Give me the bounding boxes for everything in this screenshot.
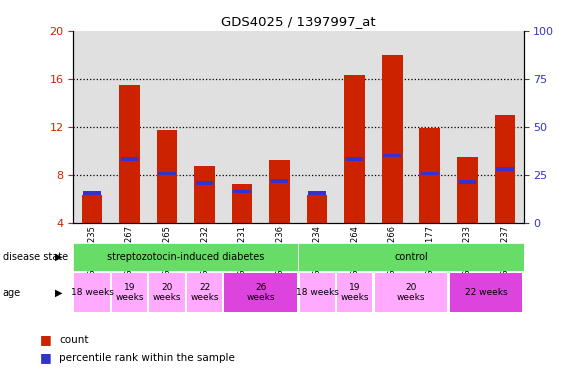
Bar [158,172,176,175]
Bar [112,273,147,312]
Text: ■: ■ [39,351,51,364]
Text: percentile rank within the sample: percentile rank within the sample [59,353,235,363]
Text: control: control [394,252,428,262]
Bar [374,273,448,312]
Text: 26
weeks: 26 weeks [247,283,275,303]
Bar [457,157,477,223]
Bar [194,166,215,223]
Bar [300,273,335,312]
Bar [419,128,440,223]
Text: count: count [59,335,88,345]
Text: 19
weeks: 19 weeks [341,283,369,303]
Bar [157,130,177,223]
Text: 18 weeks: 18 weeks [296,288,338,297]
Text: 22
weeks: 22 weeks [190,283,219,303]
Text: ▶: ▶ [55,288,62,298]
Bar [149,273,185,312]
Bar [269,161,290,223]
Text: 22 weeks: 22 weeks [464,288,507,297]
Text: disease state: disease state [3,252,68,262]
Text: 20
weeks: 20 weeks [153,283,181,303]
Bar [232,184,252,223]
Bar [74,273,110,312]
Text: 18 weeks: 18 weeks [70,288,113,297]
Bar [187,273,222,312]
Text: ▶: ▶ [55,252,62,262]
Bar [271,179,288,183]
Text: ■: ■ [39,333,51,346]
Text: streptozotocin-induced diabetes: streptozotocin-induced diabetes [107,252,265,262]
Text: 20
weeks: 20 weeks [397,283,425,303]
Bar [309,191,326,195]
Bar [383,154,401,157]
Text: age: age [3,288,21,298]
Text: 19
weeks: 19 weeks [115,283,144,303]
Bar [225,273,297,312]
Bar [496,167,513,170]
Bar [233,190,251,194]
Bar [458,180,476,184]
Bar [196,181,213,185]
Bar [345,75,365,223]
Bar [337,273,372,312]
Bar [83,191,101,195]
Bar [73,243,298,271]
Bar [450,273,522,312]
Bar [382,55,403,223]
Bar [298,243,524,271]
Bar [120,157,138,161]
Title: GDS4025 / 1397997_at: GDS4025 / 1397997_at [221,15,376,28]
Bar [119,85,140,223]
Bar [494,115,515,223]
Bar [421,172,439,175]
Bar [307,195,328,223]
Bar [346,157,364,161]
Bar [82,195,102,223]
